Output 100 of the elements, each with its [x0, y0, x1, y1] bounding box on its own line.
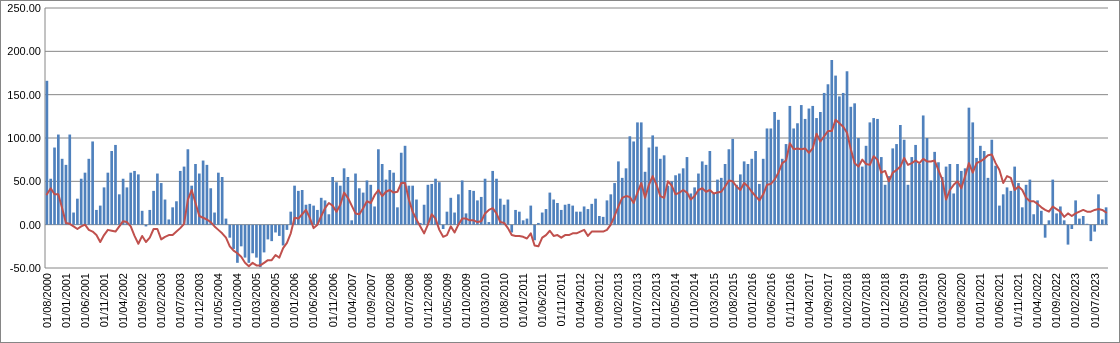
- x-tick-label: 01/09/2017: [821, 273, 834, 329]
- bar: [449, 197, 453, 225]
- x-tick-label: 01/07/2018: [859, 273, 872, 329]
- bar: [236, 224, 239, 263]
- x-tick-label: 01/10/2009: [459, 273, 472, 329]
- bar: [270, 224, 274, 242]
- x-tick-label: 01/02/2003: [155, 273, 168, 329]
- bar: [137, 174, 140, 225]
- bar: [331, 177, 334, 225]
- x-tick-label: 01/03/2005: [250, 273, 263, 329]
- bar: [636, 122, 639, 225]
- bar: [300, 190, 304, 225]
- x-tick-label: 01/12/2018: [878, 273, 891, 329]
- x-tick-label: 01/01/2021: [974, 273, 987, 329]
- bar: [1074, 200, 1077, 225]
- bar: [651, 135, 655, 225]
- x-tick-label: 01/06/2016: [764, 273, 777, 329]
- bar: [1081, 216, 1085, 225]
- y-tick-label: 100.00: [7, 131, 41, 144]
- bar: [312, 205, 315, 225]
- bar: [392, 172, 395, 225]
- bar: [853, 103, 856, 225]
- x-tick-label: 01/05/2009: [440, 273, 453, 329]
- bar: [921, 115, 925, 225]
- bar: [617, 161, 620, 225]
- bar: [891, 148, 895, 225]
- bar: [548, 192, 552, 225]
- x-tick-label: 01/06/2006: [307, 273, 320, 329]
- x-tick-label: 01/06/2001: [78, 273, 91, 329]
- x-tick-label: 01/11/2011: [555, 273, 568, 327]
- x-tick-label: 01/02/2023: [1069, 273, 1082, 329]
- x-tick-label: 01/07/2023: [1088, 273, 1101, 329]
- x-tick-label: 01/04/2022: [1031, 273, 1044, 329]
- bar: [799, 105, 803, 225]
- x-tick-label: 01/02/2018: [840, 273, 853, 329]
- bar: [1051, 179, 1055, 225]
- x-tick-label: 01/01/2016: [745, 273, 758, 329]
- bar: [217, 172, 220, 225]
- y-tick-label: -50.00: [9, 261, 41, 274]
- x-tick-label: 01/08/2000: [40, 273, 53, 329]
- y-tick-label: 50.00: [13, 175, 41, 188]
- x-tick-label: 01/01/2001: [59, 273, 72, 329]
- bar: [354, 173, 357, 225]
- bar: [91, 141, 94, 225]
- x-tick-label: 01/01/2006: [288, 273, 301, 329]
- bar: [129, 172, 133, 225]
- x-tick-label: 01/09/2012: [593, 273, 606, 329]
- x-tick-label: 01/08/2005: [269, 273, 282, 329]
- x-tick-label: 01/12/2013: [650, 273, 663, 329]
- x-tick-label: 01/09/2007: [364, 273, 377, 329]
- bar: [1036, 200, 1039, 225]
- x-tick-label: 01/08/2015: [726, 273, 739, 329]
- x-tick-label: 01/06/2011: [536, 273, 549, 328]
- bar: [369, 184, 373, 225]
- x-tick-label: 01/03/2010: [478, 273, 491, 329]
- bar: [514, 209, 517, 225]
- bar: [571, 205, 575, 225]
- x-tick-label: 01/05/2019: [898, 273, 911, 329]
- x-tick-label: 01/04/2002: [116, 273, 129, 329]
- bar: [510, 224, 514, 233]
- bar: [716, 179, 719, 225]
- bar: [529, 205, 533, 225]
- bar: [594, 198, 597, 225]
- x-tick-label: 01/05/2014: [669, 273, 682, 329]
- x-tick-label: 01/04/2012: [574, 273, 587, 329]
- x-tick-label: 01/12/2003: [193, 273, 206, 329]
- x-tick-label: 01/08/2010: [497, 273, 510, 329]
- x-tick-label: 01/11/2021: [1012, 273, 1025, 328]
- bar: [933, 151, 936, 225]
- bar: [460, 180, 464, 225]
- bar: [590, 203, 594, 225]
- bar: [388, 170, 392, 225]
- bar: [956, 164, 959, 225]
- x-tick-label: 01/01/2011: [517, 273, 530, 328]
- y-tick-label: 250.00: [7, 1, 41, 14]
- bar: [491, 170, 495, 225]
- bar: [754, 151, 757, 225]
- bar: [377, 149, 380, 225]
- x-tick-label: 01/07/2013: [631, 273, 644, 329]
- x-tick-label: 01/07/2003: [174, 273, 187, 329]
- bar: [731, 138, 735, 225]
- x-tick-label: 01/03/2015: [707, 273, 720, 329]
- bar: [1097, 194, 1100, 225]
- bar: [540, 212, 544, 225]
- y-tick-label: 150.00: [7, 88, 41, 101]
- x-tick-label: 01/11/2006: [326, 273, 339, 328]
- bar: [979, 145, 982, 225]
- bar: [1013, 166, 1016, 225]
- bar: [556, 203, 559, 225]
- bar: [639, 122, 643, 225]
- bar: [872, 118, 876, 225]
- x-tick-label: 01/05/2004: [212, 273, 225, 329]
- y-tick-label: 0.00: [19, 218, 41, 231]
- bar: [811, 105, 815, 225]
- bar: [674, 175, 677, 225]
- bar: [68, 134, 72, 225]
- bar: [876, 118, 879, 225]
- bar: [438, 182, 441, 225]
- x-tick-label: 01/11/2016: [783, 273, 796, 328]
- x-tick-label: 01/02/2013: [612, 273, 625, 329]
